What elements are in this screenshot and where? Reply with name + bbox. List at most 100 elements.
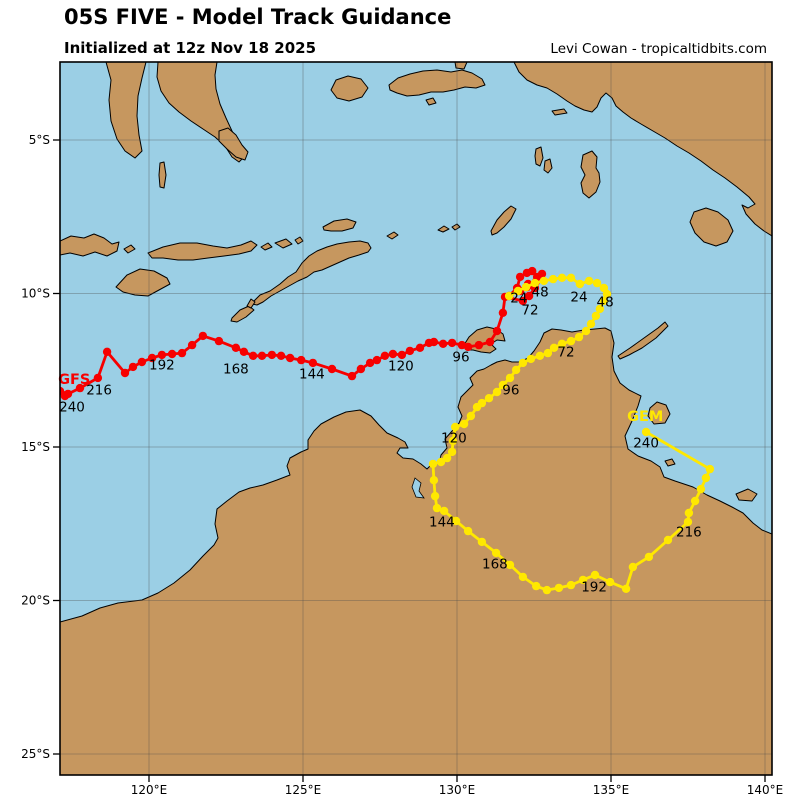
track-gfs-point (524, 291, 534, 301)
track-gem-point (451, 422, 460, 432)
island-mornington (735, 488, 758, 502)
lon-tick-label: 135°E (593, 783, 630, 797)
track-gem-point (548, 274, 558, 284)
track-gfs-point (515, 272, 525, 282)
track-gem-point (554, 583, 564, 593)
model-tracks (60, 266, 715, 595)
track-gfs-point (75, 383, 85, 393)
track-gem-point (442, 453, 452, 463)
track-gem-point (436, 457, 446, 467)
map-frame (59, 61, 773, 776)
track-gem-point (574, 332, 584, 342)
init-time-label: Initialized at 12z Nov 18 2025 (64, 39, 317, 57)
lon-tick-label: 125°E (285, 783, 322, 797)
track-gem-point (592, 278, 602, 288)
track-gfs-point (214, 336, 224, 346)
island-buton (218, 127, 249, 161)
track-gem-point (566, 336, 576, 346)
track-gem-point (518, 358, 528, 368)
track-gem-point (663, 535, 673, 545)
track-gfs-hour-label: 48 (532, 285, 549, 301)
track-gem-point (530, 278, 540, 288)
track-gem-hour-label: 216 (676, 525, 702, 541)
island-buru (330, 75, 369, 102)
track-gem-hour-label: 72 (557, 345, 574, 361)
track-gem-point (696, 484, 706, 494)
track-gfs-point (537, 269, 547, 279)
track-gem-point (492, 387, 502, 397)
track-gem-point (459, 419, 469, 429)
island-wetar (322, 218, 357, 232)
track-gem-point (505, 373, 515, 383)
track-gem-point (566, 580, 576, 590)
track-gem-point (641, 427, 651, 437)
island-alor (274, 238, 293, 249)
island-ambon (425, 97, 437, 106)
track-gfs-hour-label: 96 (452, 350, 469, 366)
track-gfs-hour-label: 192 (149, 358, 175, 374)
island-pantar (260, 242, 273, 251)
track-gem-hour-label: 96 (502, 382, 519, 398)
track-gfs-point (347, 371, 357, 381)
track-gem-point (684, 508, 694, 518)
track-gfs-point (388, 349, 398, 359)
track-gfs-hour-label: 120 (388, 359, 414, 375)
landmass-australia (60, 327, 772, 775)
track-gem-point (599, 296, 609, 306)
track-gem-point (532, 581, 541, 591)
track-gfs-point (327, 364, 337, 374)
track-gem-point (439, 506, 449, 516)
track-gem-point (513, 286, 523, 296)
track-gem-point (690, 496, 700, 506)
track-gem-hour-label: 240 (633, 436, 659, 452)
track-gem-point (628, 562, 638, 572)
island-semau (246, 298, 256, 309)
track-gem-point (429, 476, 439, 485)
lat-tick-label: 20°S (21, 594, 50, 608)
track-gfs-point (276, 351, 286, 360)
landmasses (60, 62, 772, 775)
track-gem-point (498, 380, 508, 390)
track-gem-point (518, 572, 528, 582)
lake-argyle (411, 477, 425, 499)
track-gfs-point (447, 338, 457, 348)
lat-tick-label: 5°S (29, 133, 50, 147)
track-gfs-point (187, 340, 197, 350)
track-gem-point (463, 526, 473, 536)
track-gem-point (549, 343, 559, 352)
island-alor-east (294, 236, 304, 245)
island-misool (551, 108, 568, 116)
track-gfs-point (438, 339, 448, 348)
track-gem-name-label: GEM (627, 409, 663, 425)
track-gfs-point (167, 349, 177, 359)
track-gfs-point (518, 296, 528, 306)
track-gem-point (447, 447, 457, 457)
track-gem-point (595, 304, 605, 314)
island-komodo (123, 244, 136, 254)
track-gfs-point (239, 347, 249, 356)
island-obi (454, 62, 468, 70)
track-gfs-point (257, 351, 267, 360)
island-dolak (689, 207, 734, 247)
track-gfs-point (498, 308, 508, 317)
track-gem-point (542, 585, 552, 595)
track-gfs-point (128, 362, 138, 372)
track-gem-point (591, 311, 601, 321)
track-gem-point (566, 273, 576, 282)
track-gfs-point (405, 346, 415, 356)
track-gfs-point (485, 337, 495, 347)
track-gem-point (430, 491, 440, 501)
page-title: 05S FIVE - Model Track Guidance (64, 5, 452, 29)
track-gem-point (705, 464, 715, 474)
island-leti (437, 225, 450, 233)
island-kisar (386, 231, 399, 240)
track-gem-point (644, 552, 654, 562)
track-gem-point (428, 459, 438, 469)
track-gem-hour-label: 24 (570, 289, 587, 305)
track-gfs-hour-label: 24 (510, 291, 527, 307)
track-gfs-point (457, 340, 467, 350)
track-gem-point (621, 584, 631, 593)
track-gem-point (472, 402, 482, 412)
